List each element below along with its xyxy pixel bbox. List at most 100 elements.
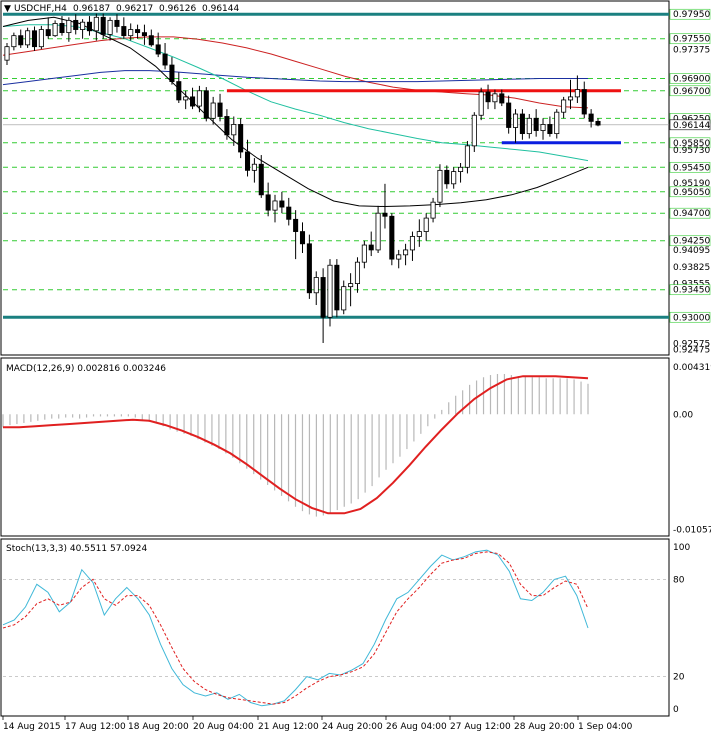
candle-bull: [438, 170, 442, 202]
price-label: 0.93450: [673, 286, 710, 296]
candle-bear: [149, 36, 153, 45]
stoch-lines: [3, 550, 588, 706]
price-label: 0.94250: [673, 237, 710, 247]
candle-bull: [211, 103, 215, 118]
stoch-axis: 100 80 20 0: [673, 543, 690, 715]
time-tick-label: 20 Aug 04:00: [193, 722, 254, 732]
candle-bull: [39, 30, 43, 47]
candle-bull: [184, 97, 188, 100]
candle-bull: [527, 118, 531, 133]
candle-bear: [287, 207, 291, 219]
candle-bull: [513, 114, 517, 127]
candle-bear: [369, 245, 373, 250]
candle-bear: [239, 124, 243, 152]
candle-bull: [562, 100, 566, 112]
candle-bull: [403, 250, 407, 255]
macd-tick-label: 0.00: [673, 410, 693, 420]
candle-bull: [397, 255, 401, 259]
candle-bear: [383, 213, 387, 216]
candle-bear: [596, 121, 600, 125]
time-tick-label: 18 Aug 20:00: [128, 722, 189, 732]
candle-bull: [555, 112, 559, 133]
price-label: 0.92475: [673, 345, 710, 355]
symbol-marker: ▼: [4, 4, 11, 14]
macd-histogram: [3, 374, 588, 517]
time-axis: 14 Aug 2015 17 Aug 12:00 18 Aug 20:00 20 Au…: [3, 716, 633, 732]
ohlc-high: 0.96217: [116, 4, 153, 14]
candle-bear: [170, 65, 174, 82]
stoch-signal-line: [3, 552, 588, 704]
candle-bear: [177, 82, 181, 100]
candle-bear: [46, 30, 50, 36]
price-label: 0.96900: [673, 75, 710, 85]
candle-bull: [431, 202, 435, 218]
time-tick-label: 28 Aug 20:00: [514, 722, 575, 732]
moving-average-line: [3, 17, 588, 206]
candle-bear: [534, 118, 538, 130]
stoch-tick-label: 20: [673, 673, 685, 683]
price-label: 0.97375: [673, 45, 710, 55]
candle-bear: [218, 103, 222, 116]
stoch-panel-frame: [1, 539, 669, 716]
candle-bear: [589, 114, 593, 121]
moving-averages: [3, 17, 588, 206]
candle-bear: [156, 45, 160, 54]
macd-title: MACD(12,26,9) 0.002816 0.003246: [6, 364, 166, 374]
candle-bear: [135, 30, 139, 33]
candle-bear: [280, 201, 284, 207]
price-label: 0.96700: [673, 87, 710, 97]
moving-average-line: [3, 71, 588, 85]
candle-bull: [410, 236, 414, 249]
candle-bear: [486, 92, 490, 102]
candle-bull: [108, 20, 112, 34]
candle-bull: [376, 213, 380, 250]
stoch-title: Stoch(13,3,3) 40.5511 57.0924: [6, 544, 147, 554]
price-label: 0.95450: [673, 163, 710, 173]
macd-tick-label: -0.010578: [673, 525, 711, 535]
stoch-main-line: [3, 550, 588, 706]
candle-bull: [80, 22, 84, 29]
candle-bull: [541, 124, 545, 130]
candle-bear: [321, 277, 325, 317]
candle-bear: [307, 244, 311, 293]
candle-bull: [479, 92, 483, 115]
price-label: 0.93825: [673, 263, 710, 273]
candle-bull: [568, 97, 572, 100]
candle-bull: [417, 232, 421, 237]
candle-bull: [452, 172, 456, 184]
candle-bear: [87, 22, 91, 31]
time-tick-label: 17 Aug 12:00: [65, 722, 126, 732]
stoch-tick-label: 0: [673, 705, 679, 715]
candle-bear: [60, 23, 64, 32]
candle-bear: [500, 94, 504, 103]
candle-bear: [259, 164, 263, 195]
candle-bull: [232, 124, 236, 134]
price-label: 0.95730: [673, 146, 710, 156]
ohlc-close: 0.96144: [202, 4, 239, 14]
ohlc-low: 0.96126: [159, 4, 196, 14]
time-tick-label: 14 Aug 2015: [3, 722, 61, 732]
macd-panel-frame: [1, 358, 669, 536]
candle-bull: [362, 245, 366, 262]
stoch-tick-label: 80: [673, 575, 685, 585]
candle-bear: [390, 216, 394, 259]
time-tick-label: 21 Aug 12:00: [258, 722, 319, 732]
stoch-grid: [3, 579, 669, 676]
candle-bear: [101, 17, 105, 34]
price-label: 0.96144: [673, 121, 710, 131]
candle-bear: [300, 232, 304, 244]
macd-tick-label: 0.004319: [673, 363, 711, 373]
price-label: 0.97950: [673, 10, 710, 20]
candle-bull: [94, 17, 98, 30]
candle-bear: [190, 97, 194, 106]
time-tick-label: 1 Sep 04:00: [578, 722, 633, 732]
candle-bear: [142, 33, 146, 36]
candle-bull: [328, 265, 332, 317]
candle-bull: [252, 164, 256, 170]
candle-bull: [273, 201, 277, 210]
price-label: 0.94700: [673, 209, 710, 219]
price-label: 0.94095: [673, 246, 710, 256]
price-label: 0.93000: [673, 313, 710, 323]
